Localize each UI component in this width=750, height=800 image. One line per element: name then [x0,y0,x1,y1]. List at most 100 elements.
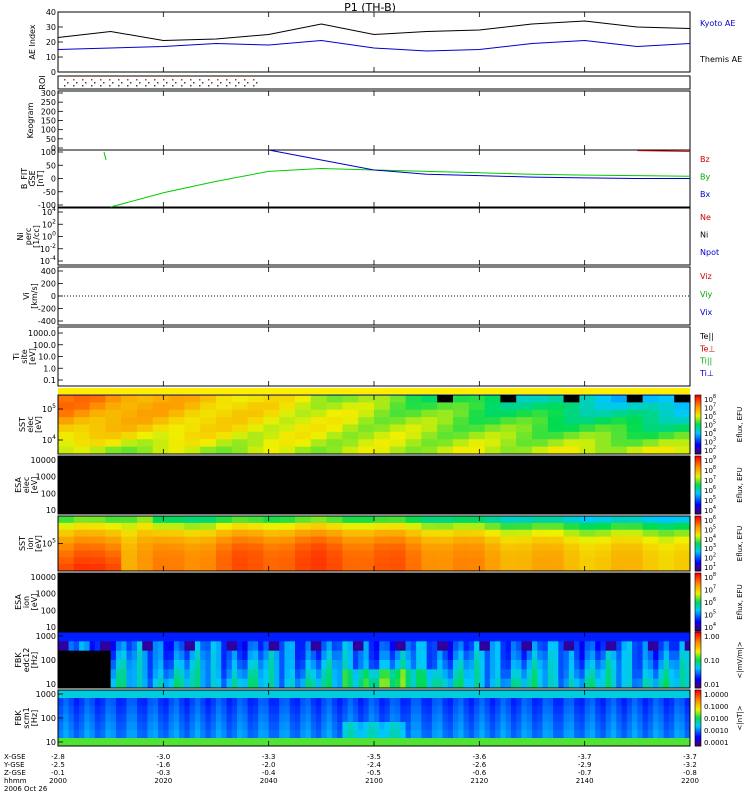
spectrogram-cell [231,632,238,642]
spectrogram-cell [200,650,206,661]
spectrogram-cell [242,722,248,731]
panel-roi: ROI [38,75,691,90]
roi-dot [145,79,147,81]
spectrogram-cell [173,669,180,680]
spectrogram-cell [58,522,75,531]
spectrogram-cell [58,632,64,642]
spectrogram-cell [115,698,122,707]
colorbar-segment [695,476,701,479]
spectrogram-cell [642,439,659,448]
spectrogram-cell [247,550,264,558]
spectrogram-cell [547,446,564,455]
spectrogram-cell [611,690,617,699]
legend-entry: Ti|| [699,357,712,366]
colorbar-tick-label: 107 [704,475,716,485]
colorbar-segment [695,651,701,654]
colorbar-segment [695,436,701,439]
spectrogram-cell [316,722,322,731]
spectrogram-cell [532,550,549,558]
spectrogram-cell [484,557,501,565]
spectrogram-cell [331,641,338,652]
spectrogram-cell [200,706,206,715]
spectrogram-cell [263,632,270,642]
spectrogram-cell [568,632,575,642]
spectrogram-cell [147,690,154,699]
spectrogram-cell [521,730,528,739]
roi-dot [109,85,111,87]
spectrogram-cell [684,678,691,689]
colorbar-segment [695,568,701,571]
spectrogram-cell [600,738,607,747]
spectrogram-cell [258,669,264,680]
spectrogram-cell [642,714,649,723]
spectrogram-cell [68,650,75,661]
spectrogram-cell [605,660,612,670]
spectrogram-cell [184,690,191,699]
spectrogram-cell [453,516,470,524]
spectrogram-cell [363,690,370,699]
spectrogram-cell [200,395,217,403]
spectrogram-cell [579,564,596,572]
spectrogram-cell [321,690,327,699]
spectrogram-cell [268,641,275,652]
spectrogram-cell [368,641,375,652]
spectrogram-cell [621,678,628,689]
spectrogram-cell [247,529,264,538]
spectrogram-cell [468,424,485,433]
spectrogram-cell [668,678,675,689]
spectrogram-cell [63,730,69,739]
spectrogram-cell [121,431,138,440]
spectrogram-cell [115,738,122,747]
spectrogram-cell [194,730,201,739]
spectrogram-cell [263,669,270,680]
spectrogram-cell [663,690,670,699]
spectrogram-cell [563,543,580,551]
spectrogram-cell [579,678,586,689]
spectrogram-cell [516,730,522,739]
spectrogram-cell [58,529,75,538]
spectrogram-cell [73,690,80,699]
spectrogram-cell [121,650,127,661]
y-axis-label-keogram: Keogram [26,102,35,138]
spectrogram-cell [516,431,533,440]
x-axis-tick-label: -0.3 [156,769,170,777]
spectrogram-cell [358,678,364,689]
spectrogram-cell [379,632,385,642]
spectrogram-cell [453,564,470,572]
spectrogram-cell [263,543,280,551]
spectrogram-cell [431,650,438,661]
spectrogram-cell [279,550,296,558]
spectrogram-cell [147,698,154,707]
spectrogram-cell [152,698,159,707]
spectrogram-cell [237,678,243,689]
spectrogram-cell [653,641,659,652]
yellow-strip [58,388,690,394]
spectrogram-cell [73,522,90,531]
spectrogram-cell [279,446,296,455]
spectrogram-cell [484,564,501,572]
legend-entry: Kyoto AE [700,19,735,28]
spectrogram-cell [568,706,575,715]
spectrogram-cell [405,522,422,531]
spectrogram-cell [611,730,617,739]
colorbar-frame [694,515,702,572]
spectrogram-cell [684,660,691,670]
spectrogram-cell [163,660,169,670]
spectrogram-cell [616,660,622,670]
spectrogram-cell [247,446,264,455]
colorbar-segment [695,719,701,722]
spectrogram-cell [558,730,564,739]
roi-dot [109,79,111,81]
spectrogram-cell [279,706,285,715]
y-tick-label: 102 [42,218,56,229]
spectrogram-cell [342,522,359,531]
spectrogram-cell [395,678,401,689]
spectrogram-cell [94,690,101,699]
spectrogram-cell [58,706,64,715]
spectrogram-cell [453,417,470,425]
spectrogram-cell [247,417,264,425]
spectrogram-cell [105,690,112,699]
spectrogram-cell [252,632,259,642]
spectrogram-cell [616,632,622,642]
roi-dot [148,82,150,84]
